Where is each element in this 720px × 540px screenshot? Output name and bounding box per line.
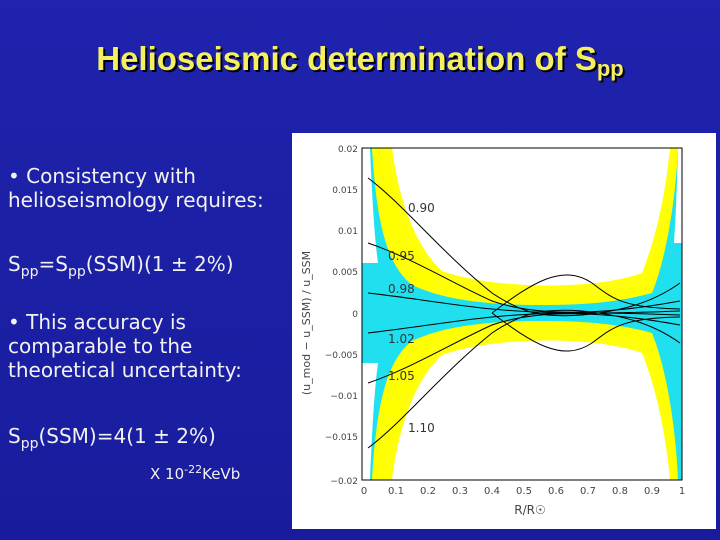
xtick-label: 0.4 [484,486,500,497]
inner-uncertainty-band [362,148,682,480]
white-gap-left-bottom [362,363,378,480]
bullet-accuracy: • This accuracy is comparable to the the… [8,310,242,382]
ytick-label: 0.015 [332,186,358,196]
xtick-label: 0.6 [548,486,564,497]
ytick-label: 0.005 [332,268,358,278]
curve-label-098: 0.98 [388,282,415,296]
equation-spp-units: X 10-22KeVb [150,463,241,483]
curve-extra-2 [491,312,681,352]
xtick-label: 0.2 [420,486,436,497]
equation-spp-value: Spp(SSM)=4(1 ± 2%) [8,424,216,452]
sound-speed-plot: 0.02 0.015 0.01 0.005 0 −0.005 −0.01 −0.… [292,133,716,529]
curve-labels: 0.90 0.95 0.98 1.02 1.05 1.10 [388,201,435,435]
curve-label-110: 1.10 [408,421,435,435]
ratio-label: Spp/Spp(SSM) [465,176,593,202]
xtick-label: 0.5 [516,486,532,497]
curve-label-095: 0.95 [388,249,415,263]
yellow-outer-top [362,148,682,313]
xtick-label: 0.7 [580,486,596,497]
plot-frame [361,147,683,481]
y-ticks: 0.02 0.015 0.01 0.005 0 −0.005 −0.01 −0.… [325,145,359,487]
curve-102 [367,312,681,334]
curves [367,177,681,449]
ytick-label: 0.01 [338,227,358,237]
xtick-label: 0.8 [612,486,628,497]
xtick-label: 0.1 [388,486,404,497]
white-gap-left [362,148,378,263]
curve-095 [367,242,681,313]
x-ticks: 0 0.1 0.2 0.3 0.4 0.5 0.6 0.7 0.8 0.9 1 [361,486,685,497]
x-axis-label: R/R☉ [514,503,545,517]
ytick-label: −0.005 [325,351,358,361]
xtick-label: 1 [679,486,685,497]
equation-spp-ratio: Spp=Spp(SSM)(1 ± 2%) [8,252,234,280]
curve-label-090: 0.90 [408,201,435,215]
bullet-consistency: • Consistency with helioseismology requi… [8,164,264,212]
ytick-label: 0 [352,310,358,320]
plot-svg: 0.02 0.015 0.01 0.005 0 −0.005 −0.01 −0.… [300,145,685,517]
xtick-label: 0.3 [452,486,468,497]
ytick-label: −0.01 [330,392,358,402]
curve-110 [367,309,681,449]
slide-title: Helioseismic determination of Spp [96,40,624,81]
curve-label-105: 1.05 [388,369,415,383]
ytick-label: −0.015 [325,433,358,443]
xtick-label: 0.9 [644,486,660,497]
xtick-label: 0 [361,486,367,497]
curve-label-102: 1.02 [388,332,415,346]
yellow-outer-bottom [362,313,682,480]
white-gap-right [674,148,682,243]
ytick-label: 0.02 [338,145,358,155]
y-axis-label: (u_mod − u_SSM) / u_SSM [300,251,313,395]
curve-extra-1 [491,274,681,314]
ytick-label: −0.02 [330,477,358,487]
